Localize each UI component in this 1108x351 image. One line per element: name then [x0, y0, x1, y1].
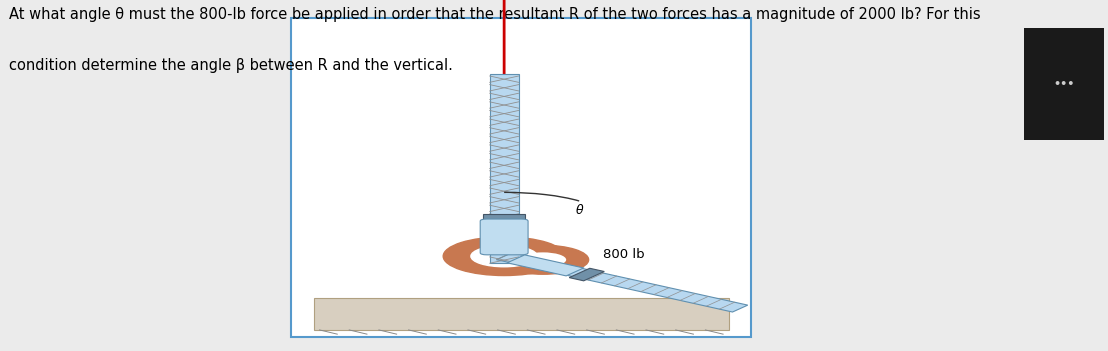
Circle shape [497, 245, 588, 274]
Text: condition determine the angle β between R and the vertical.: condition determine the angle β between … [9, 58, 453, 73]
Bar [483, 214, 525, 221]
Bar [1024, 28, 1104, 140]
Text: 800 lb: 800 lb [603, 248, 645, 261]
Text: •••: ••• [1053, 79, 1075, 89]
FancyBboxPatch shape [480, 219, 529, 255]
Bar [490, 74, 519, 263]
Circle shape [471, 246, 537, 267]
Polygon shape [570, 268, 604, 281]
Text: θ: θ [576, 204, 584, 217]
Polygon shape [507, 255, 584, 276]
Bar [291, 18, 751, 337]
Polygon shape [496, 253, 748, 312]
Bar [314, 298, 729, 330]
Circle shape [520, 252, 566, 267]
Circle shape [443, 237, 565, 276]
Text: At what angle θ must the 800-lb force be applied in order that the resultant R o: At what angle θ must the 800-lb force be… [9, 7, 981, 22]
